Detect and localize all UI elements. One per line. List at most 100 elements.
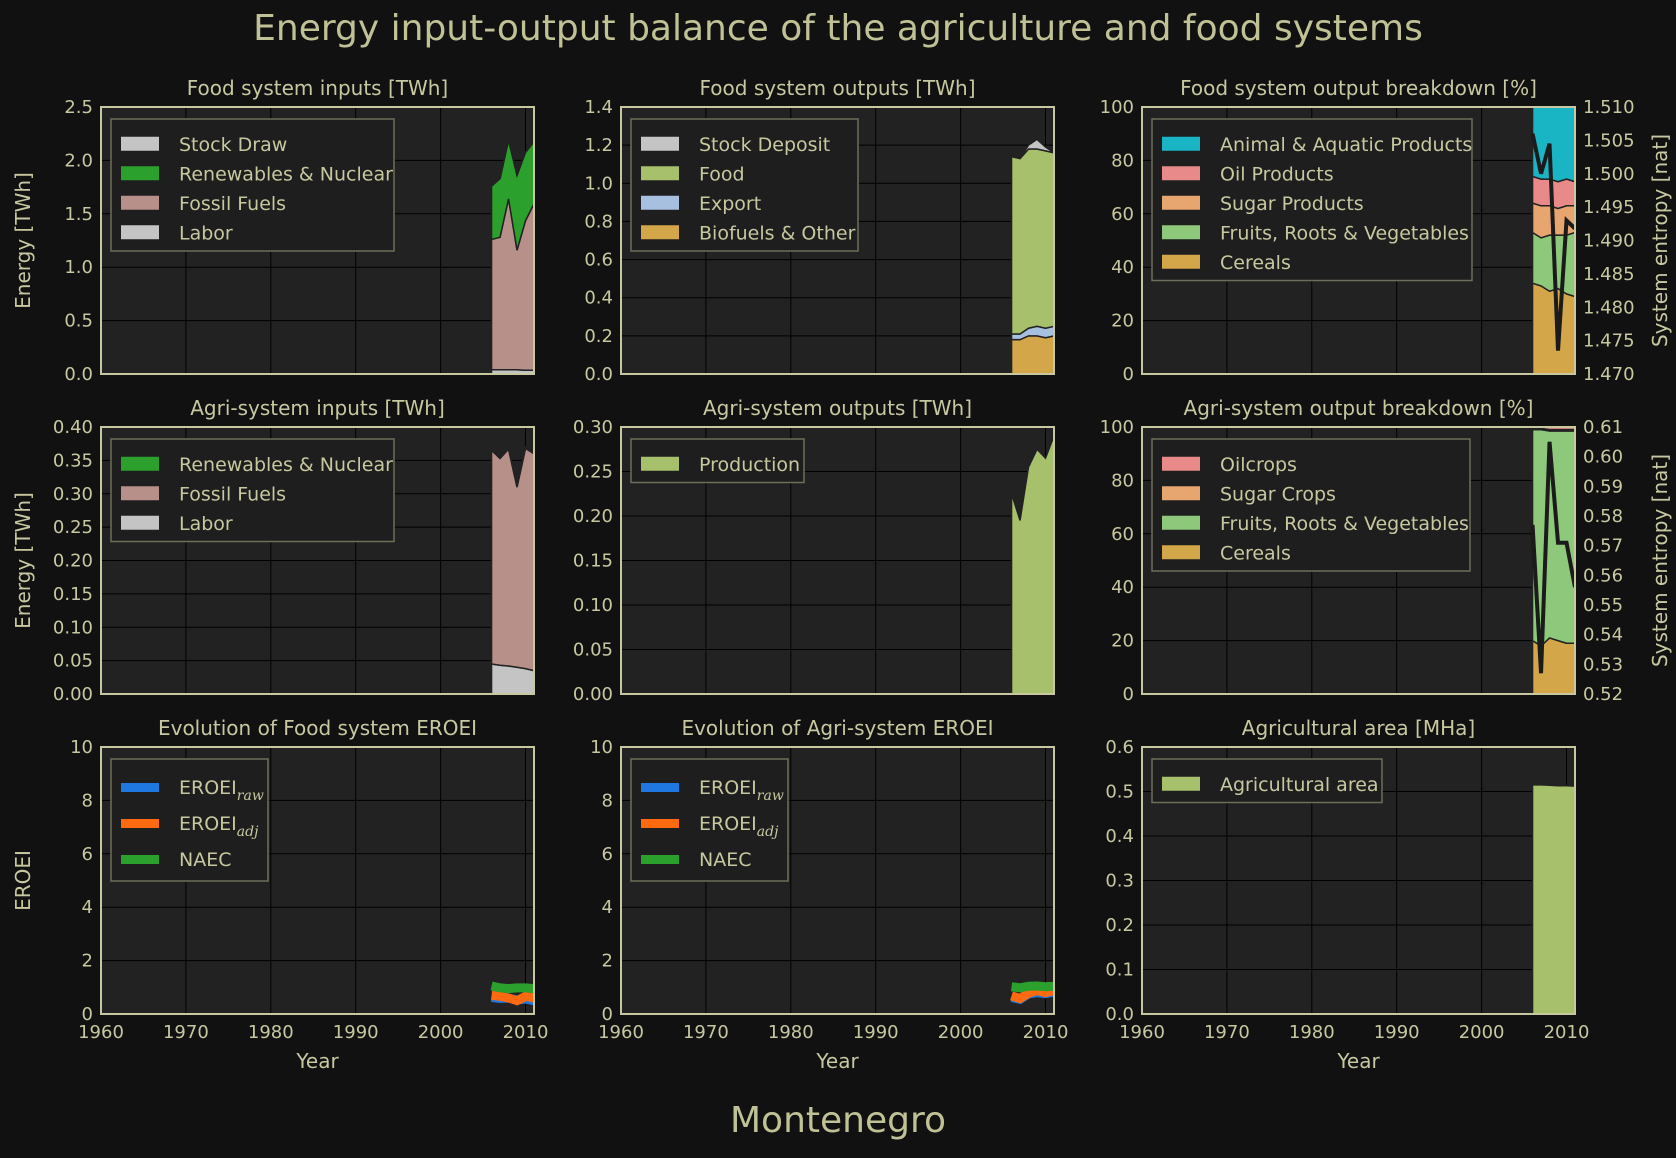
legend: Agricultural area (1151, 758, 1383, 804)
legend-swatch (121, 486, 159, 501)
y-tick-label: 0.2 (1105, 915, 1134, 936)
legend-label: EROEIraw (699, 777, 784, 804)
legend-swatch (121, 195, 159, 210)
y-tick-label: 0.0 (584, 364, 613, 385)
y-tick-label: 40 (1111, 577, 1134, 598)
line-naec (490, 981, 535, 994)
plot-frame (620, 746, 1055, 1015)
y-tick-label: 100 (1100, 97, 1134, 118)
legend-swatch (1162, 515, 1200, 530)
y-tick-label: 80 (1111, 470, 1134, 491)
legend-swatch (1162, 166, 1200, 181)
y2-tick-label: 0.58 (1583, 506, 1623, 527)
y-tick-label: 6 (602, 844, 613, 865)
y-tick-label: 0.2 (584, 326, 613, 347)
y-tick-label: 0.10 (53, 617, 93, 638)
legend-label: NAEC (699, 849, 751, 871)
legend-label: Food (699, 163, 745, 185)
y-tick-label: 8 (602, 790, 613, 811)
legend-label: Fossil Fuels (179, 193, 286, 215)
y-tick-label: 4 (602, 897, 613, 918)
y-tick-label: 4 (82, 897, 93, 918)
y-tick-label: 10 (590, 737, 613, 758)
x-tick-label: 2010 (1023, 1022, 1069, 1043)
y-tick-label: 2 (602, 951, 613, 972)
legend-swatch (1162, 225, 1200, 240)
legend-label: NAEC (179, 849, 231, 871)
y2-tick-label: 0.52 (1583, 684, 1623, 705)
x-tick-label: 1960 (598, 1022, 644, 1043)
x-tick-label: 1990 (1374, 1022, 1420, 1043)
legend-swatch (121, 783, 159, 792)
legend-swatch (1162, 545, 1200, 560)
line-eroeiadj (490, 990, 535, 1006)
y-tick-label: 0.6 (1105, 737, 1134, 758)
legend-label: Stock Draw (179, 134, 287, 156)
y-tick-label: 0.20 (573, 506, 613, 527)
legend-swatch (641, 783, 679, 792)
chart-title: Food system output breakdown [%] (1180, 76, 1537, 100)
y-tick-label: 0.35 (53, 450, 93, 471)
x-axis-label: Year (815, 1049, 859, 1073)
y-tick-label: 100 (1100, 417, 1134, 438)
legend-swatch (641, 456, 679, 471)
plot-frame (620, 426, 1055, 695)
y2-tick-label: 1.480 (1583, 297, 1635, 318)
y-tick-label: 0.25 (53, 517, 93, 538)
x-tick-label: 1970 (683, 1022, 729, 1043)
y-tick-label: 0.25 (573, 462, 613, 483)
legend-swatch (641, 225, 679, 240)
y-axis-label: Energy [TWh] (11, 172, 35, 309)
y-tick-label: 2 (82, 951, 93, 972)
legend-swatch (121, 456, 159, 471)
y-tick-label: 0 (1123, 684, 1134, 705)
legend-swatch (121, 819, 159, 828)
y-axis-label: Energy [TWh] (11, 492, 35, 629)
entropy-line (1530, 441, 1577, 674)
y-tick-label: 60 (1111, 204, 1134, 225)
y2-axis-label: System entropy [nat] (1648, 134, 1672, 347)
y2-tick-label: 1.475 (1583, 331, 1635, 352)
legend-label: Renewables & Nuclear (179, 454, 393, 476)
legend-label: Cereals (1220, 542, 1291, 564)
y-tick-label: 1.5 (64, 204, 93, 225)
entropy-line (1530, 133, 1577, 351)
line-eroeiadj (1010, 985, 1056, 1004)
chart-agri-breakdown: 0 20 40 60 80 100 0.52 0.53 0.54 0.55 0.56 0.57 0.58… (1100, 396, 1672, 705)
y-tick-label: 0.4 (1105, 826, 1134, 847)
chart-title: Agricultural area [MHa] (1242, 716, 1475, 740)
y-tick-label: 8 (82, 790, 93, 811)
area-food (1010, 148, 1055, 335)
chart-agri-inputs: 0.00 0.05 0.10 0.15 0.20 0.25 0.30 0.35 0.40 Agri… (11, 396, 535, 705)
y-tick-label: 0.15 (573, 551, 613, 572)
chart-agri-eroei: 0 2 4 6 8 10 Evolution of Agri-system EROEI 196… (590, 716, 1068, 1073)
y-tick-label: 0.30 (573, 417, 613, 438)
plot-frame (100, 106, 535, 375)
y2-tick-label: 0.60 (1583, 447, 1623, 468)
y-tick-label: 20 (1111, 311, 1134, 332)
y2-tick-label: 1.495 (1583, 197, 1635, 218)
legend-box (1151, 438, 1471, 572)
x-tick-label: 2000 (418, 1022, 464, 1043)
y-tick-label: 0.20 (53, 551, 93, 572)
y2-tick-label: 0.57 (1583, 536, 1623, 557)
legend-swatch (641, 819, 679, 828)
legend-swatch (121, 515, 159, 530)
y2-tick-label: 1.505 (1583, 130, 1635, 151)
y2-tick-label: 0.54 (1583, 625, 1623, 646)
plot-frame (100, 746, 535, 1015)
chart-food-breakdown: 0 20 40 60 80 100 1.470 1.475 1.480 1.485 1.490 1.4… (1100, 76, 1672, 385)
y-tick-label: 0.40 (53, 417, 93, 438)
legend-swatch (641, 166, 679, 181)
plot-frame (100, 426, 535, 695)
x-tick-label: 1990 (333, 1022, 379, 1043)
legend-label: Sugar Products (1220, 193, 1364, 215)
area-cereals (1531, 282, 1576, 375)
chart-title: Food system inputs [TWh] (187, 76, 448, 100)
y-tick-label: 0.05 (53, 651, 93, 672)
x-axis-label: Year (1336, 1049, 1380, 1073)
chart-food-outputs: 0.0 0.2 0.4 0.6 0.8 1.0 1.2 1.4 Food system outp… (584, 76, 1055, 385)
chart-agri-area: 0.0 0.1 0.2 0.3 0.4 0.5 0.6 Agricultural area [… (1105, 716, 1589, 1073)
y-tick-label: 0 (1123, 364, 1134, 385)
y-tick-label: 0.05 (573, 640, 613, 661)
